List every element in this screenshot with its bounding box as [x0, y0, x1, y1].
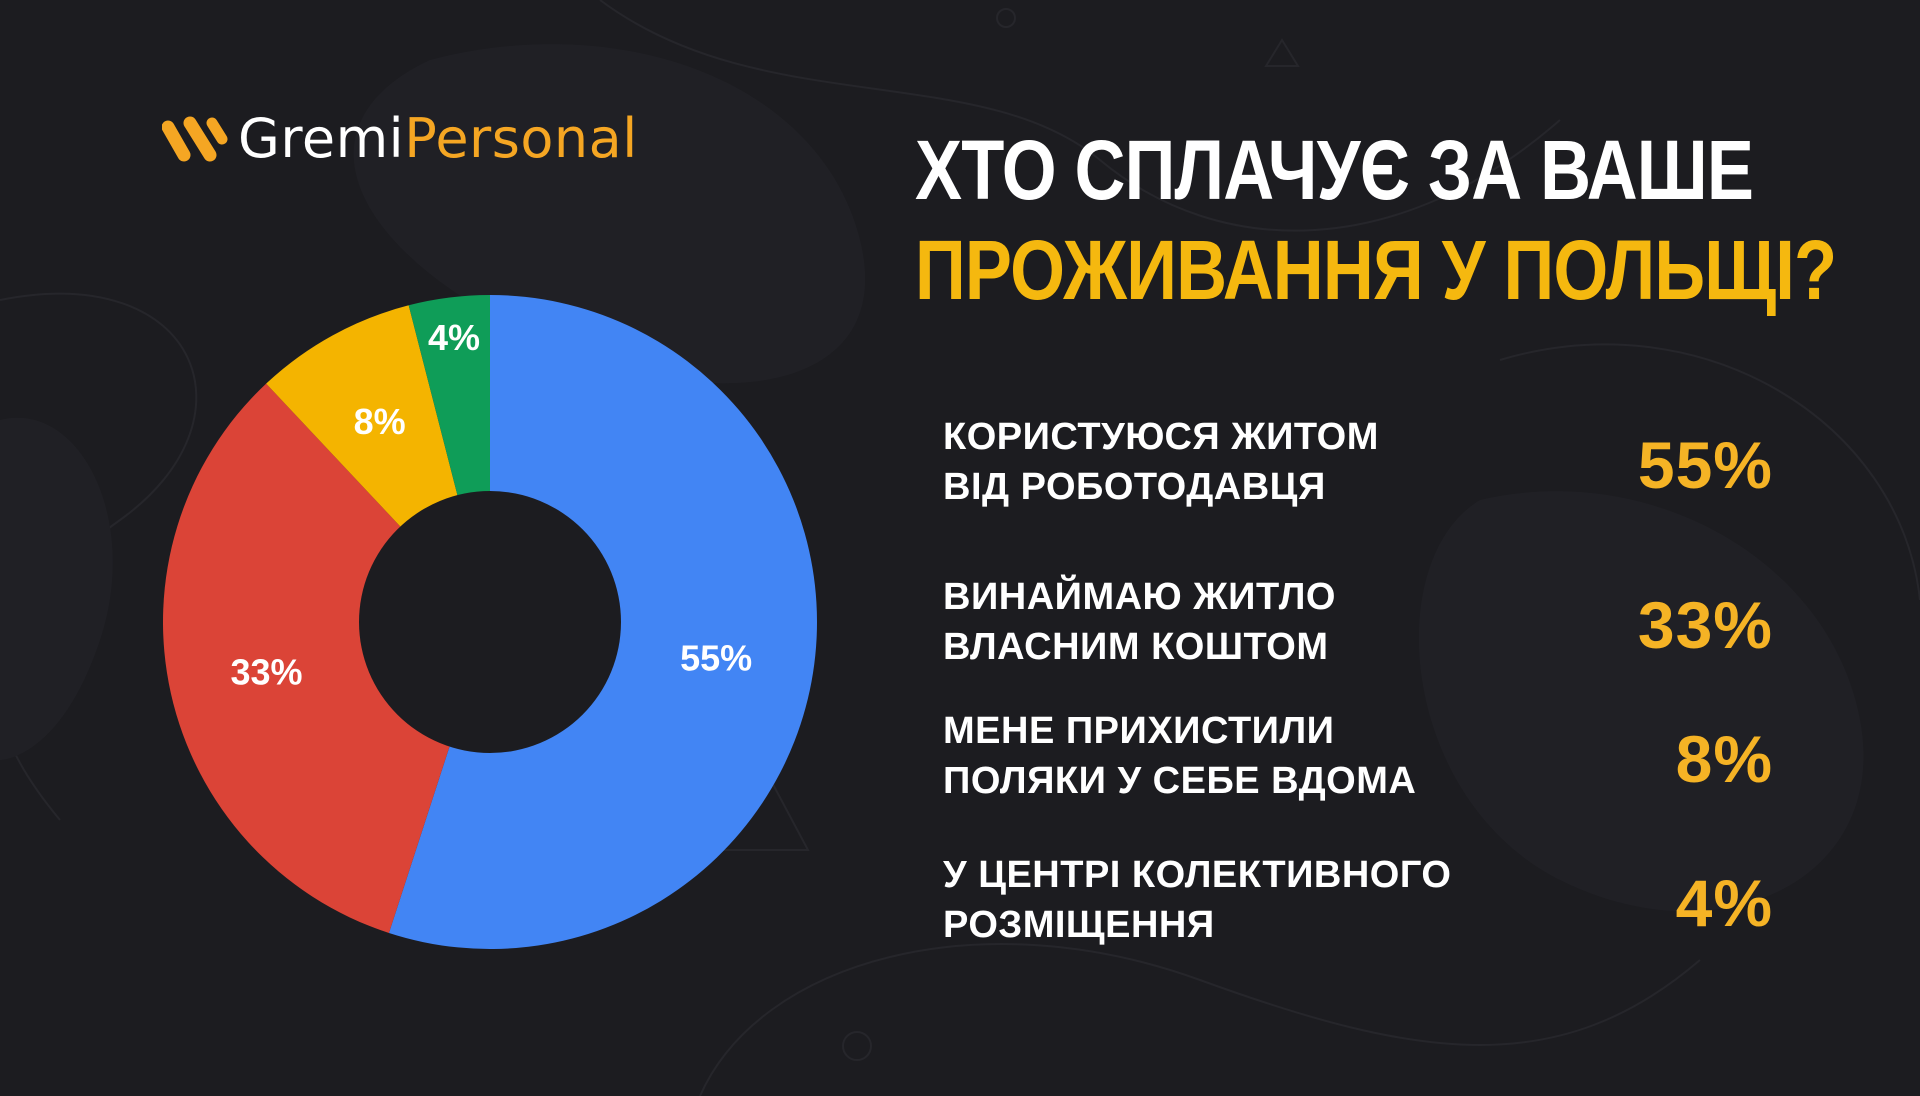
legend-row-4: У ЦЕНТРІ КОЛЕКТИВНОГО РОЗМІЩЕННЯ 4% — [943, 850, 1773, 950]
logo-mark-icon — [162, 116, 228, 162]
slice-value-label: 8% — [354, 401, 406, 442]
legend-label: КОРИСТУЮСЯ ЖИТОМ ВІД РОБОТОДАВЦЯ — [943, 416, 1379, 508]
slice-value-label: 55% — [680, 637, 752, 678]
brand-logo: GremiPersonal — [162, 112, 638, 166]
brand-name-part1: Gremi — [238, 107, 405, 170]
legend-value: 4% — [1675, 866, 1773, 940]
legend-row-3: МЕНЕ ПРИХИСТИЛИ ПОЛЯКИ У СЕБЕ ВДОМА 8% — [943, 706, 1773, 806]
legend-value: 8% — [1675, 722, 1773, 796]
title-line-1: ХТО СПЛАЧУЄ ЗА ВАШЕ — [915, 123, 1754, 217]
legend-label: ВИНАЙМАЮ ЖИТЛО ВЛАСНИМ КОШТОМ — [943, 576, 1336, 668]
title-line-2: ПРОЖИВАННЯ У ПОЛЬЩІ? — [915, 223, 1837, 317]
legend-value: 55% — [1637, 428, 1773, 502]
brand-name: GremiPersonal — [238, 112, 638, 166]
legend-value: 33% — [1637, 588, 1773, 662]
slice-value-label: 33% — [230, 651, 302, 692]
legend-row-1: КОРИСТУЮСЯ ЖИТОМ ВІД РОБОТОДАВЦЯ 55% — [943, 412, 1773, 512]
brand-name-part2: Personal — [404, 107, 638, 170]
donut-chart: 55% 33% 8% 4% — [162, 295, 817, 950]
donut-hole — [359, 491, 621, 753]
legend-row-2: ВИНАЙМАЮ ЖИТЛО ВЛАСНИМ КОШТОМ 33% — [943, 572, 1773, 672]
slice-own-rent — [162, 383, 490, 933]
legend-label: МЕНЕ ПРИХИСТИЛИ ПОЛЯКИ У СЕБЕ ВДОМА — [943, 710, 1417, 802]
slice-value-label: 4% — [428, 317, 480, 358]
chart-title: ХТО СПЛАЧУЄ ЗА ВАШЕ ПРОЖИВАННЯ У ПОЛЬЩІ? — [915, 120, 1837, 320]
legend-label: У ЦЕНТРІ КОЛЕКТИВНОГО РОЗМІЩЕННЯ — [943, 854, 1452, 946]
